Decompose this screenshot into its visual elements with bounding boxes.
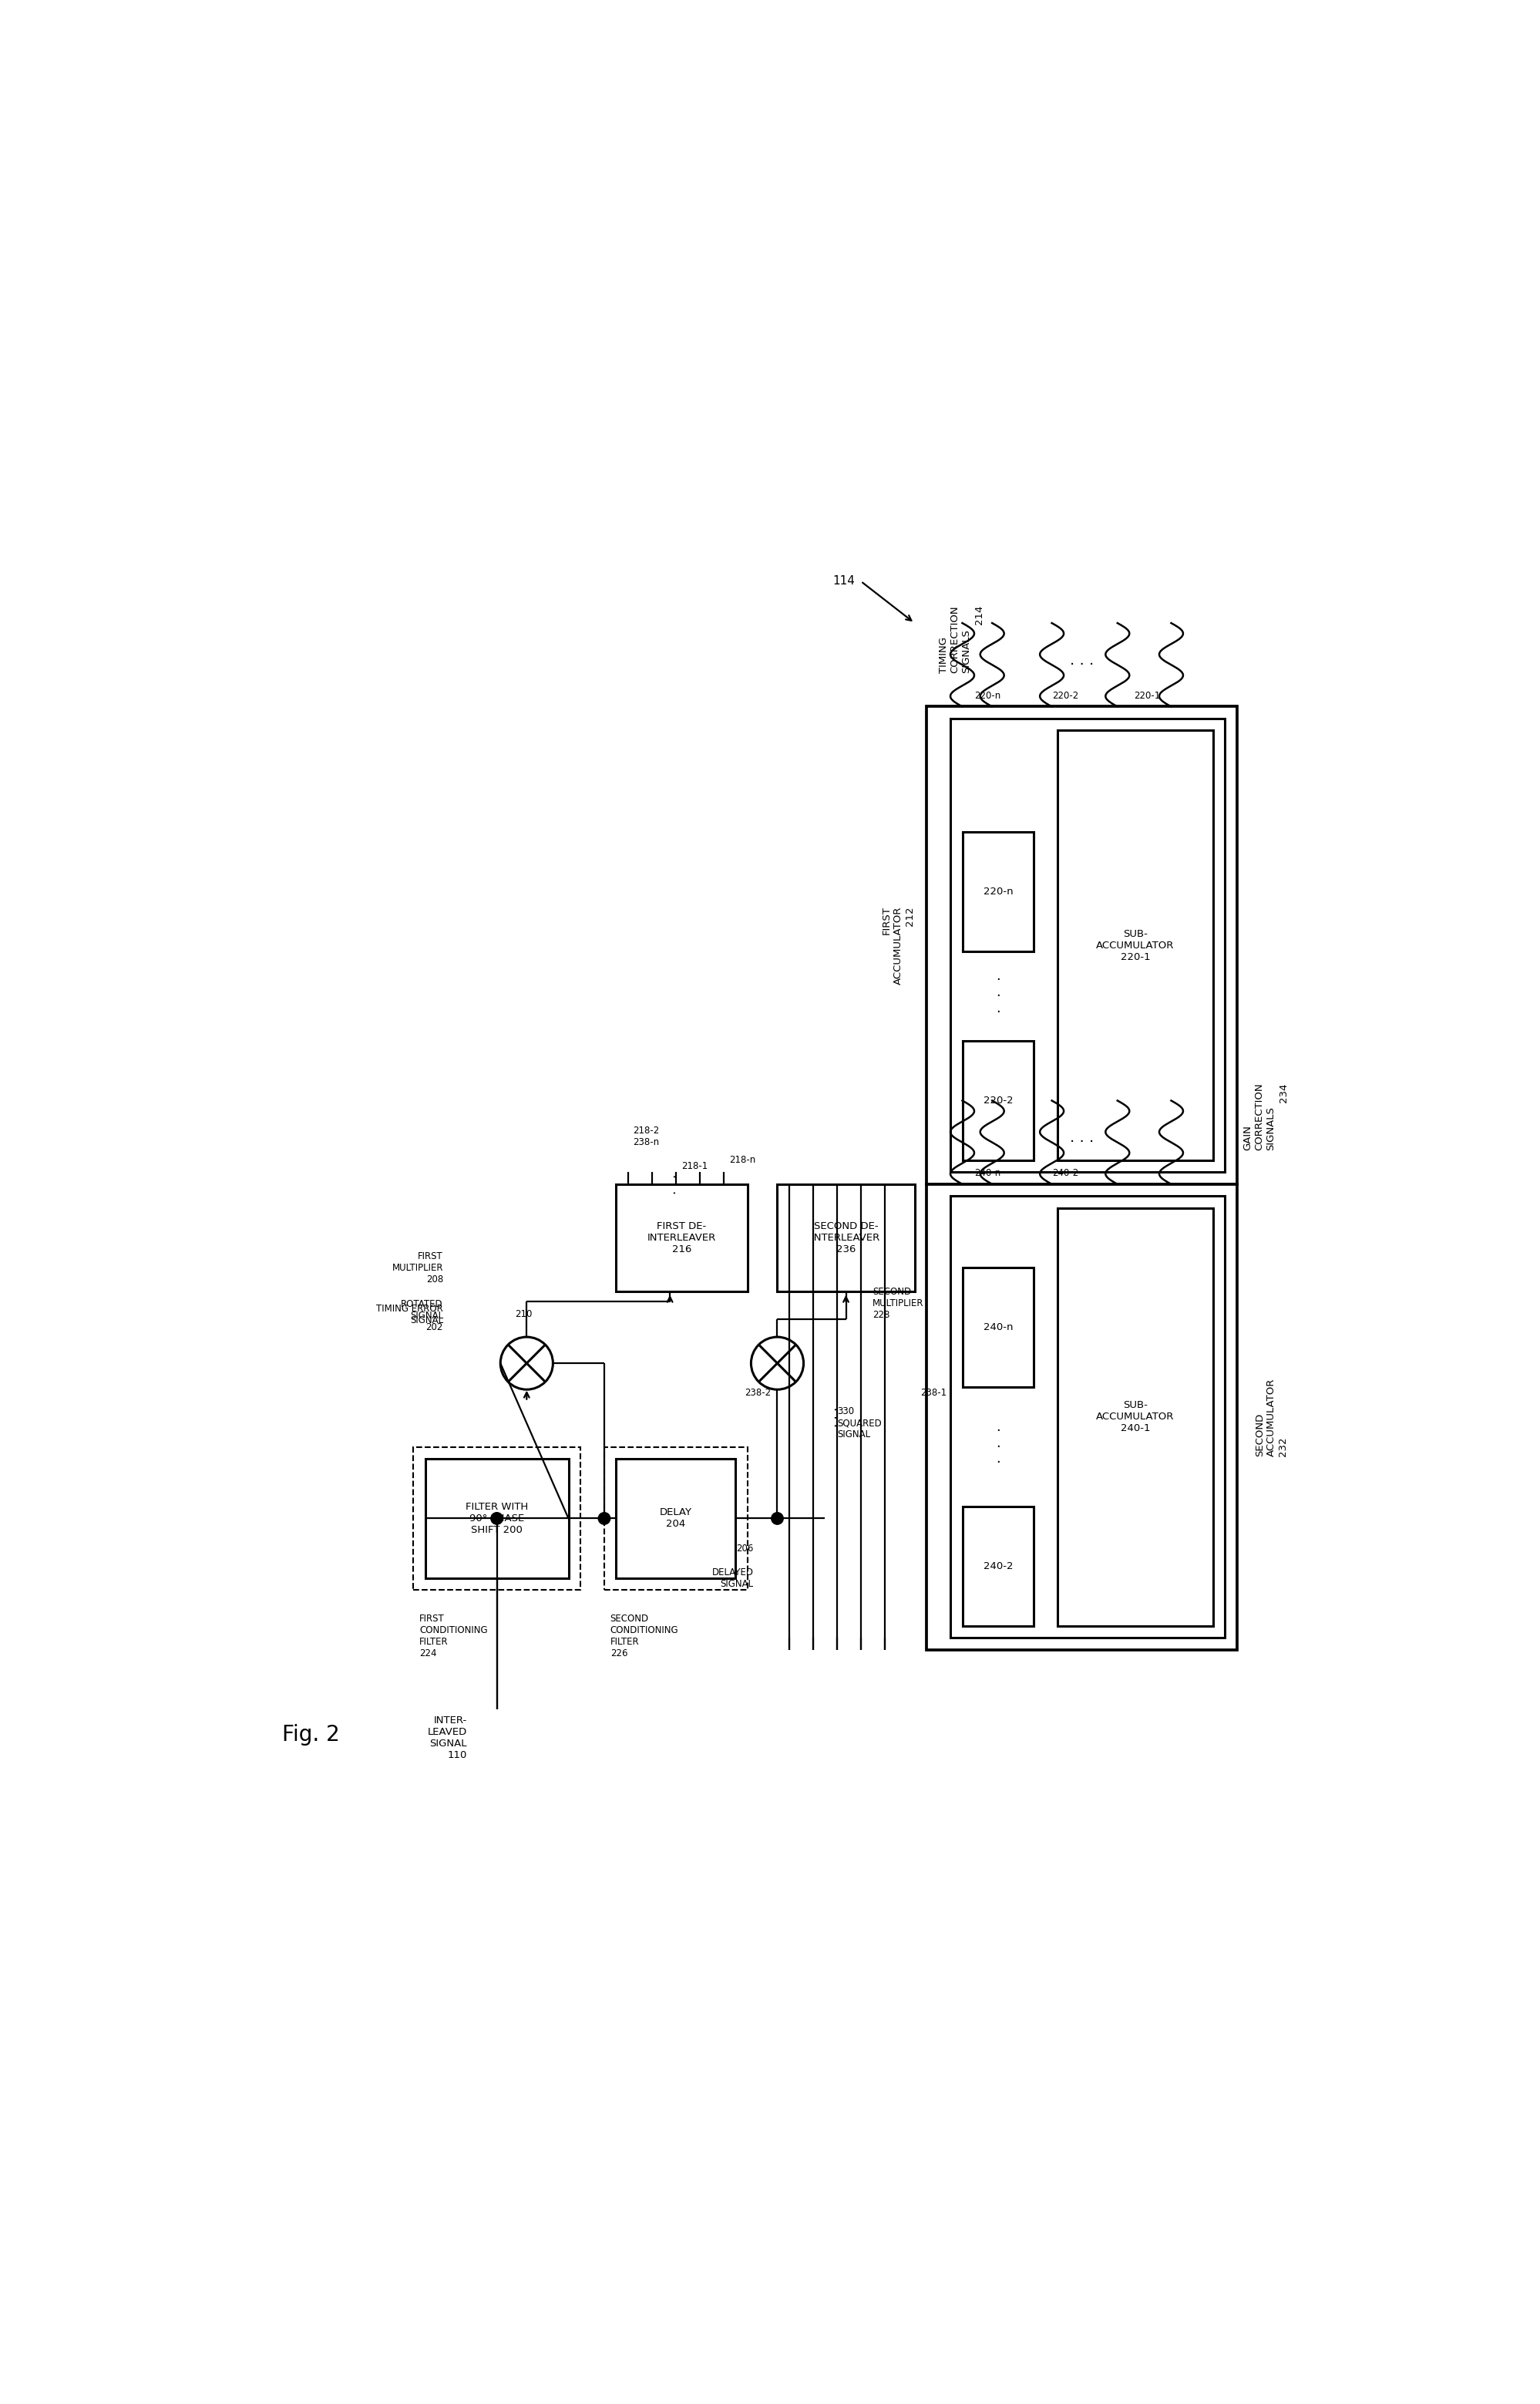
Text: SECOND
ACCUMULATOR
232: SECOND ACCUMULATOR 232 [1255, 1377, 1287, 1457]
Text: FIRST DE-
INTERLEAVER
216: FIRST DE- INTERLEAVER 216 [647, 1221, 716, 1255]
Text: 214: 214 [975, 606, 984, 625]
Text: 220-2: 220-2 [983, 1096, 1013, 1106]
Bar [616, 1185, 747, 1291]
Text: 220-n: 220-n [983, 887, 1013, 897]
Bar [616, 1459, 736, 1577]
Text: 240-n: 240-n [983, 1322, 1013, 1332]
Text: SECOND DE-
INTERLEAVER
236: SECOND DE- INTERLEAVER 236 [812, 1221, 881, 1255]
Text: 218-n: 218-n [730, 1156, 756, 1166]
Text: 234: 234 [1278, 1082, 1289, 1103]
Bar [604, 1447, 747, 1589]
Bar [1058, 731, 1214, 1161]
Text: INTER-
LEAVED
SIGNAL
110: INTER- LEAVED SIGNAL 110 [428, 1716, 467, 1760]
Text: ·
·
·: · · · [996, 974, 1001, 1019]
Text: 218-2
238-n: 218-2 238-n [633, 1125, 659, 1147]
Bar [950, 1197, 1224, 1637]
Text: SUB-
ACCUMULATOR
240-1: SUB- ACCUMULATOR 240-1 [1096, 1402, 1175, 1433]
Text: · · ·: · · · [668, 1173, 682, 1195]
Text: DELAY
204: DELAY 204 [659, 1507, 691, 1529]
Text: SUB-
ACCUMULATOR
220-1: SUB- ACCUMULATOR 220-1 [1096, 928, 1175, 962]
Bar [962, 832, 1033, 952]
Text: · · ·: · · · [1070, 659, 1093, 673]
Bar [962, 1507, 1033, 1625]
Text: DELAYED
SIGNAL: DELAYED SIGNAL [711, 1567, 753, 1589]
Text: 210: 210 [514, 1310, 531, 1320]
Text: FIRST
ACCUMULATOR
212: FIRST ACCUMULATOR 212 [881, 906, 915, 986]
Text: 238-1: 238-1 [921, 1387, 947, 1399]
Bar [927, 1185, 1237, 1649]
Text: GAIN
CORRECTION
SIGNALS: GAIN CORRECTION SIGNALS [1243, 1082, 1277, 1149]
Text: 240-2: 240-2 [1052, 1168, 1078, 1178]
Text: 240-n: 240-n [975, 1168, 1001, 1178]
Text: 218-1: 218-1 [682, 1161, 708, 1171]
Circle shape [772, 1512, 784, 1524]
Text: SECOND
MULTIPLIER
228: SECOND MULTIPLIER 228 [873, 1286, 924, 1320]
Text: 240-2: 240-2 [983, 1560, 1013, 1572]
Bar [950, 719, 1224, 1173]
Text: TIMING ERROR
SIGNAL: TIMING ERROR SIGNAL [376, 1303, 444, 1325]
Text: Fig. 2: Fig. 2 [282, 1724, 340, 1745]
Text: · · ·: · · · [1070, 1135, 1093, 1149]
Circle shape [598, 1512, 610, 1524]
Text: FILTER WITH
90° PHASE
SHIFT 200: FILTER WITH 90° PHASE SHIFT 200 [465, 1502, 528, 1536]
Bar [962, 1041, 1033, 1161]
Text: TIMING
CORRECTION
SIGNALS: TIMING CORRECTION SIGNALS [938, 606, 972, 673]
Text: 220-1: 220-1 [1133, 690, 1161, 700]
Bar [962, 1267, 1033, 1387]
Bar [927, 707, 1237, 1185]
Text: FIRST
MULTIPLIER
208: FIRST MULTIPLIER 208 [391, 1250, 444, 1284]
Bar [778, 1185, 915, 1291]
Circle shape [491, 1512, 502, 1524]
Text: 238-2: 238-2 [745, 1387, 772, 1399]
Text: 330
SQUARED
SIGNAL: 330 SQUARED SIGNAL [838, 1406, 881, 1440]
Text: 220-n: 220-n [975, 690, 1001, 700]
Text: · · ·: · · · [830, 1406, 844, 1428]
Text: ROTATED
SIGNAL
202: ROTATED SIGNAL 202 [400, 1298, 444, 1332]
Text: 206: 206 [736, 1543, 753, 1553]
Text: FIRST
CONDITIONING
FILTER
224: FIRST CONDITIONING FILTER 224 [419, 1613, 488, 1659]
Bar [413, 1447, 581, 1589]
Text: ·
·
·: · · · [996, 1423, 1001, 1469]
Bar [425, 1459, 568, 1577]
Text: 220-2: 220-2 [1052, 690, 1078, 700]
Text: 114: 114 [833, 575, 855, 587]
Text: SECOND
CONDITIONING
FILTER
226: SECOND CONDITIONING FILTER 226 [610, 1613, 679, 1659]
Bar [1058, 1209, 1214, 1625]
